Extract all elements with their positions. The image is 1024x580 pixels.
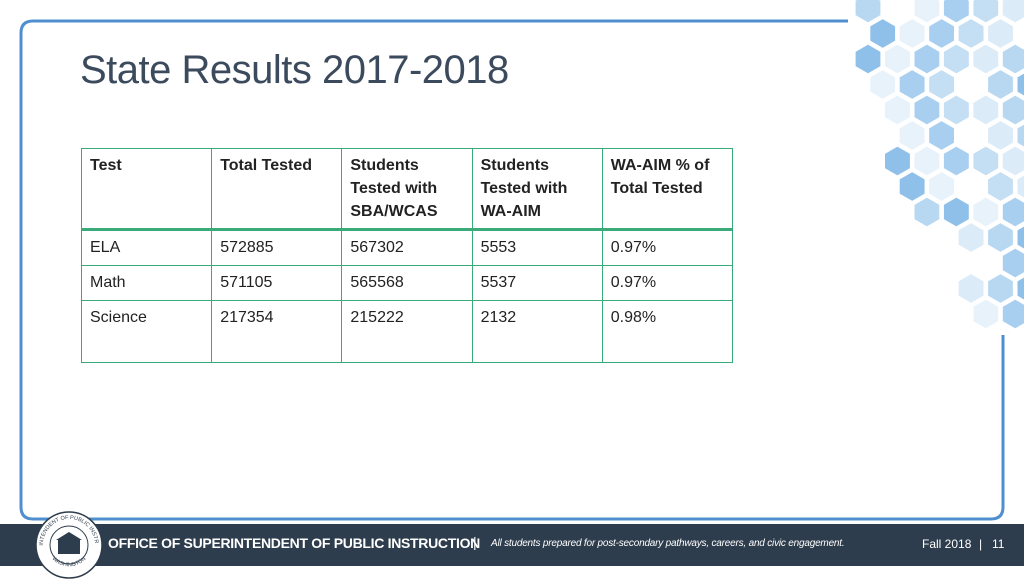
footer-separator: | [979, 537, 982, 551]
hexagon [914, 95, 941, 126]
hexagon [958, 222, 985, 253]
header-cell: WA-AIM % of Total Tested [602, 149, 732, 230]
hexagon [914, 197, 941, 228]
hexagon [914, 146, 941, 177]
table-cell: 0.98% [602, 301, 732, 363]
hexagon [987, 222, 1014, 253]
table-cell: 0.97% [602, 230, 732, 266]
seal: SUPERINTENDENT OF PUBLIC INSTRUCTION WAS… [34, 510, 104, 580]
hexagon [869, 69, 896, 100]
hexagon [1002, 299, 1024, 330]
hexagon [1002, 44, 1024, 75]
hexagon [855, 44, 882, 75]
footer-divider: | [473, 534, 477, 550]
hexagon [958, 273, 985, 304]
slide-title: State Results 2017-2018 [80, 48, 509, 93]
table-cell: 5537 [472, 266, 602, 301]
table-cell: ELA [82, 230, 212, 266]
header-cell: Test [82, 149, 212, 230]
hexagon [987, 69, 1014, 100]
table-cell: 567302 [342, 230, 472, 266]
hexagon [914, 44, 941, 75]
hexagon [1002, 95, 1024, 126]
date: Fall 2018 [922, 537, 971, 551]
header-cell: Total Tested [212, 149, 342, 230]
hexagon-pattern [855, 0, 1024, 330]
hexagon [899, 120, 926, 151]
table-cell: Math [82, 266, 212, 301]
table-cell: 5553 [472, 230, 602, 266]
hexagon [987, 273, 1014, 304]
page-number: 11 [992, 537, 1004, 551]
hexagon [1002, 197, 1024, 228]
table-cell: 565568 [342, 266, 472, 301]
hexagon [884, 44, 911, 75]
hexagon [1002, 248, 1024, 279]
table-cell: 571105 [212, 266, 342, 301]
hexagon [928, 120, 955, 151]
table-cell: 215222 [342, 301, 472, 363]
hexagon [943, 44, 970, 75]
hexagon [987, 171, 1014, 202]
table-cell: 2132 [472, 301, 602, 363]
hexagon [899, 18, 926, 49]
hexagon [972, 146, 999, 177]
office-name: OFFICE OF SUPERINTENDENT OF PUBLIC INSTR… [108, 535, 480, 551]
hexagon [987, 18, 1014, 49]
hexagon [928, 18, 955, 49]
header-cell: Students Tested with SBA/WCAS [342, 149, 472, 230]
hexagon [972, 197, 999, 228]
hexagon [972, 44, 999, 75]
hexagon [972, 95, 999, 126]
hexagon [884, 95, 911, 126]
hexagon [958, 18, 985, 49]
hexagon [884, 146, 911, 177]
hexagon [928, 69, 955, 100]
hexagon [869, 18, 896, 49]
table-cell: Science [82, 301, 212, 363]
hexagon [943, 95, 970, 126]
header-cell: Students Tested with WA-AIM [472, 149, 602, 230]
seal-building [58, 540, 80, 554]
hexagon [972, 299, 999, 330]
table-cell: 0.97% [602, 266, 732, 301]
hexagon [943, 146, 970, 177]
hexagon [899, 171, 926, 202]
table-cell: 217354 [212, 301, 342, 363]
hexagon [1002, 146, 1024, 177]
hexagon [987, 120, 1014, 151]
footer-bar: SUPERINTENDENT OF PUBLIC INSTRUCTION WAS… [0, 524, 1024, 566]
hexagon [899, 69, 926, 100]
hexagon [943, 197, 970, 228]
table-cell: 572885 [212, 230, 342, 266]
tagline: All students prepared for post-secondary… [491, 538, 844, 549]
hexagon [928, 171, 955, 202]
